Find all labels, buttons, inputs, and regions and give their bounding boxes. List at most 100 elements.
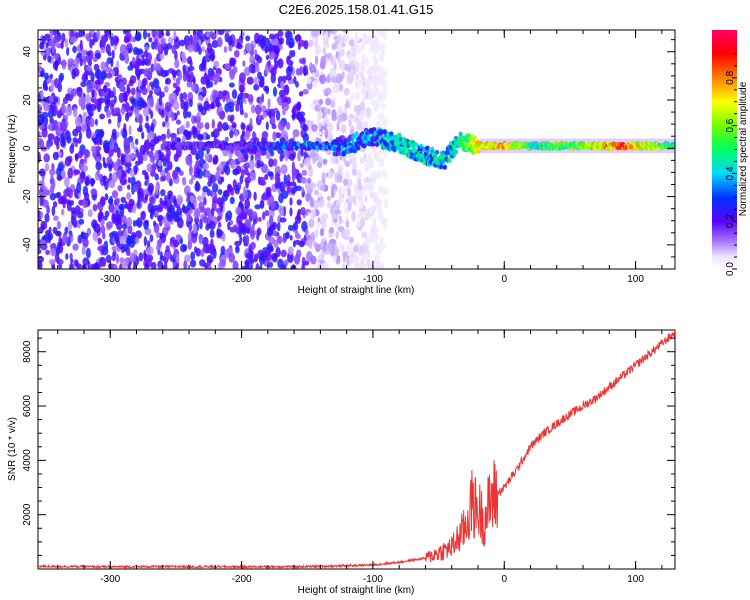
spectrogram-cell [312, 79, 319, 89]
spectrogram-cell [162, 121, 166, 128]
spectrogram-cell [283, 174, 287, 185]
spectrogram-cell [146, 246, 154, 256]
spectrogram-cell [293, 221, 299, 231]
spectrogram-cell [125, 112, 130, 122]
spectrogram-cell [338, 42, 343, 52]
spectrogram-cell [361, 231, 368, 239]
spectrogram-cell [253, 137, 260, 143]
spectrogram-cell [38, 248, 42, 255]
spectrogram-cell [331, 95, 337, 102]
spectrogram-cell [82, 124, 88, 131]
spectrogram-cell [292, 112, 296, 121]
spectrogram-cell [356, 170, 362, 180]
spectrogram-cell [273, 45, 280, 55]
spectrogram-cell [326, 195, 331, 201]
spectrogram-cell [189, 178, 194, 185]
spectrogram-cell [90, 188, 97, 195]
spectrogram-cell [134, 31, 142, 41]
spectrogram-cell [216, 215, 221, 222]
spectrogram-cell [299, 65, 303, 76]
spectrogram-cell [112, 141, 119, 153]
spectrogram-cell [356, 145, 361, 151]
spectrogram-cell [317, 161, 323, 168]
spectrogram-cell [193, 208, 200, 219]
spectrogram-cell [372, 197, 380, 203]
spectrogram-cell [301, 169, 307, 176]
snr-panel: -300 -200 -100 0 100 2000 4000 6000 8000 Height… [7, 329, 676, 596]
spectrogram-cell [98, 257, 105, 268]
spectrogram-cell [121, 223, 128, 230]
spectrogram-cell [259, 263, 263, 269]
spectrogram-cell [189, 34, 193, 43]
spectrogram-cell [287, 186, 292, 194]
spectrogram-cell [136, 73, 140, 81]
spectrogram-cell [245, 35, 251, 42]
spectrogram-cell [314, 261, 321, 269]
spectrogram-cell [206, 80, 214, 88]
spectrogram-cell [175, 234, 182, 241]
spectrogram-cell [137, 127, 143, 133]
spectrogram-cell [192, 30, 196, 36]
spectrogram-cell [352, 168, 357, 176]
spectrogram-cell [197, 95, 204, 101]
spectrogram-cell [104, 193, 109, 201]
spectrogram-cell [373, 58, 379, 65]
spectrogram-cell [127, 176, 131, 184]
spectrogram-cell [250, 229, 256, 240]
spectrogram-cell [217, 221, 222, 228]
spectrogram-cell [362, 97, 366, 104]
spectrogram-cell [329, 238, 336, 245]
spectrogram-cell [155, 102, 159, 112]
spectrogram-cell [112, 35, 119, 46]
spectrogram-cell [169, 204, 175, 215]
spectrogram-cell [119, 80, 125, 92]
spectrogram-cell [323, 240, 327, 248]
spectrogram-cell [86, 84, 90, 94]
spectrogram-cell [38, 139, 45, 149]
spectrogram-cell [205, 31, 211, 38]
spectrogram-cell [67, 221, 73, 231]
x-tick-label: 0 [501, 574, 507, 585]
spectrogram-cell [97, 237, 102, 245]
spectrogram-cell [41, 128, 48, 138]
spectrogram-cell [261, 193, 265, 201]
spectrogram-cell [255, 263, 260, 269]
spectrogram-cell [389, 131, 394, 137]
spectrogram-cell [50, 101, 56, 111]
spectrogram-cell [84, 176, 90, 187]
spectrogram-cell [115, 169, 122, 179]
spectrogram-cell [126, 217, 133, 227]
spectrogram-cell [223, 30, 231, 34]
spectrogram-cell [40, 70, 45, 77]
spectrogram-cell [362, 205, 367, 213]
spectrogram-cell [53, 35, 61, 43]
spectrogram-cell [425, 145, 430, 151]
spectrogram-cell [372, 218, 377, 226]
spectrogram-cell [196, 115, 201, 124]
spectrogram-cell [198, 201, 205, 212]
spectrogram-cell [65, 253, 69, 260]
spectrogram-cell [672, 141, 675, 146]
spectrogram-cell [173, 199, 177, 206]
spectrogram-cell [219, 105, 223, 112]
spectrogram-cell [212, 94, 216, 100]
spectrogram-cell [206, 243, 214, 254]
spectrogram-cell [307, 212, 312, 218]
spectrogram-cell [380, 30, 384, 38]
spectrogram-cell [370, 100, 376, 106]
spectrogram-cell [48, 95, 54, 103]
spectrogram-cell [111, 245, 118, 252]
spectrogram-cell [38, 131, 41, 137]
spectrogram-cell [339, 165, 344, 171]
spectrogram-cell [94, 79, 101, 85]
spectrogram-cell [367, 84, 372, 94]
spectrogram-cell [96, 30, 101, 40]
spectrogram-cell [43, 102, 50, 112]
spectrogram-cell [103, 215, 108, 221]
spectrogram-cell [286, 55, 291, 65]
spectrogram-cell [245, 42, 252, 52]
spectrogram-cell [308, 238, 313, 249]
spectrogram-cell [143, 249, 147, 261]
snr-x-label: Height of straight line (km) [298, 585, 415, 596]
spectrogram-cell [78, 131, 83, 140]
